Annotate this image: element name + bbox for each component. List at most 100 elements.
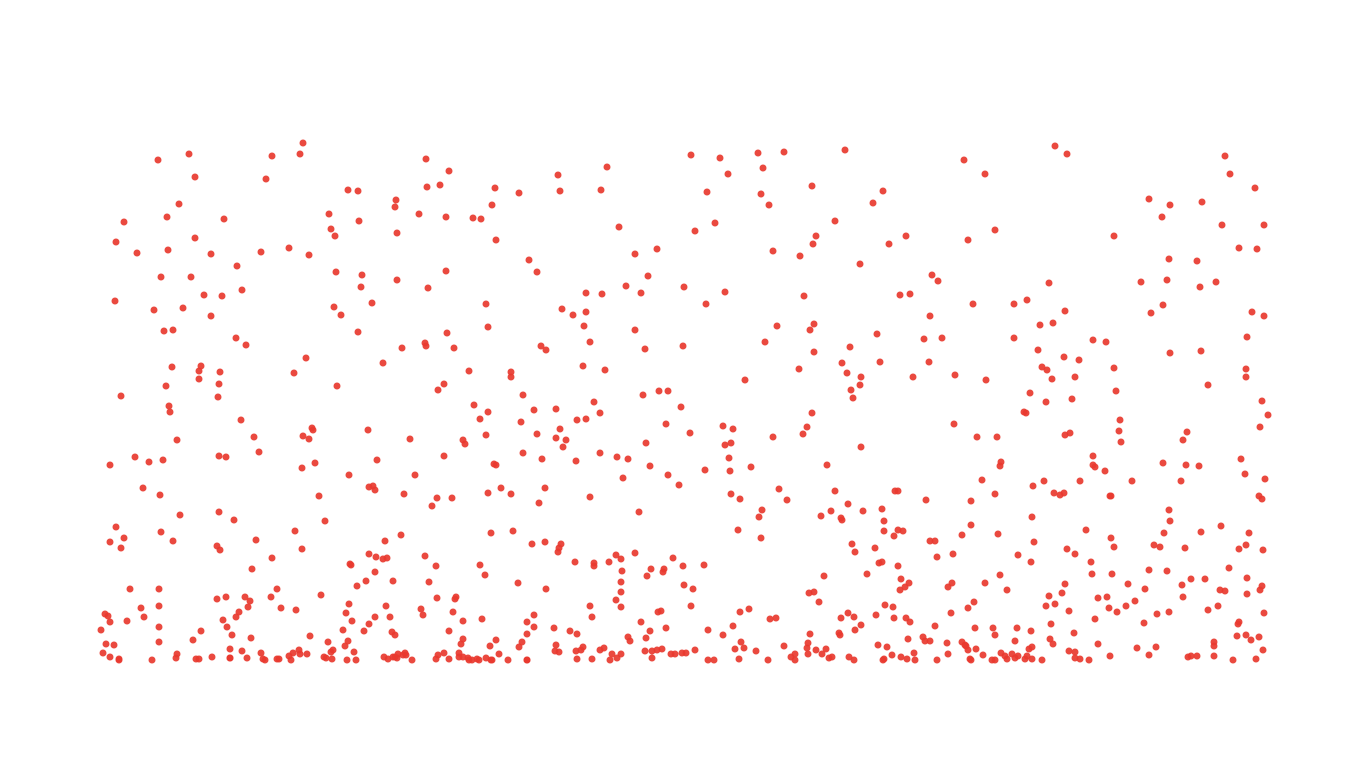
scatter-point: [398, 531, 405, 538]
scatter-point: [598, 291, 605, 298]
scatter-point: [470, 214, 477, 221]
scatter-point: [1182, 461, 1189, 468]
scatter-point: [1197, 529, 1204, 536]
scatter-point: [1167, 517, 1174, 524]
scatter-point: [1238, 455, 1245, 462]
scatter-point: [688, 152, 695, 159]
scatter-point: [720, 632, 727, 639]
scatter-point: [1165, 609, 1172, 616]
scatter-point: [1157, 543, 1164, 550]
scatter-point: [408, 656, 415, 663]
scatter-point: [625, 456, 632, 463]
scatter-point: [1029, 514, 1036, 521]
scatter-point: [1137, 278, 1144, 285]
scatter-point: [391, 631, 398, 638]
scatter-point: [1128, 477, 1135, 484]
scatter-point: [491, 184, 498, 191]
scatter-point: [1101, 467, 1108, 474]
scatter-point: [1262, 476, 1269, 483]
scatter-point: [1027, 389, 1034, 396]
scatter-point: [689, 585, 696, 592]
scatter-point: [411, 472, 418, 479]
scatter-point: [482, 301, 489, 308]
scatter-point: [617, 555, 624, 562]
scatter-point: [381, 538, 388, 545]
scatter-point: [919, 634, 926, 641]
scatter-point: [636, 508, 643, 515]
scatter-point: [303, 354, 310, 361]
scatter-point: [238, 416, 245, 423]
scatter-point: [720, 422, 727, 429]
scatter-point: [721, 289, 728, 296]
scatter-point: [856, 261, 863, 268]
scatter-point: [623, 283, 630, 290]
scatter-point: [1010, 301, 1017, 308]
scatter-point: [1092, 615, 1099, 622]
scatter-point: [944, 640, 951, 647]
scatter-point: [215, 452, 222, 459]
scatter-point: [580, 323, 587, 330]
scatter-point: [161, 328, 168, 335]
scatter-point: [1260, 647, 1267, 654]
scatter-point: [150, 306, 157, 313]
scatter-point: [895, 488, 902, 495]
scatter-point: [766, 202, 773, 209]
scatter-point: [103, 640, 110, 647]
scatter-point: [716, 154, 723, 161]
scatter-point: [421, 552, 428, 559]
scatter-point: [1187, 576, 1194, 583]
scatter-point: [188, 273, 195, 280]
scatter-point: [583, 290, 590, 297]
scatter-point: [736, 656, 743, 663]
scatter-point: [1064, 151, 1071, 158]
scatter-point: [190, 636, 197, 643]
scatter-point: [392, 196, 399, 203]
scatter-point: [1012, 637, 1019, 644]
scatter-point: [346, 601, 353, 608]
scatter-point: [380, 555, 387, 562]
scatter-point: [746, 606, 753, 613]
scatter-point: [233, 334, 240, 341]
scatter-point: [155, 638, 162, 645]
scatter-point: [446, 627, 453, 634]
scatter-point: [1260, 313, 1267, 320]
scatter-point: [1256, 424, 1263, 431]
scatter-point: [920, 335, 927, 342]
scatter-point: [632, 251, 639, 258]
scatter-point: [1113, 387, 1120, 394]
scatter-point: [1063, 546, 1070, 553]
scatter-point: [1194, 653, 1201, 660]
scatter-point: [970, 599, 977, 606]
scatter-point: [216, 508, 223, 515]
scatter-point: [524, 631, 531, 638]
scatter-point: [483, 432, 490, 439]
scatter-point: [534, 430, 541, 437]
scatter-point: [1075, 356, 1082, 363]
scatter-point: [1038, 363, 1045, 370]
scatter-point: [880, 517, 887, 524]
scatter-point: [390, 577, 397, 584]
scatter-point: [618, 603, 625, 610]
scatter-point: [844, 501, 851, 508]
scatter-point: [949, 579, 956, 586]
scatter-point: [273, 585, 280, 592]
scatter-point: [569, 311, 576, 318]
scatter-point: [107, 653, 114, 660]
scatter-point: [1255, 633, 1262, 640]
scatter-point: [619, 568, 626, 575]
scatter-point: [1197, 347, 1204, 354]
scatter-point: [170, 327, 177, 334]
scatter-point: [415, 211, 422, 218]
scatter-point: [931, 623, 938, 630]
scatter-point: [220, 215, 227, 222]
scatter-point: [662, 625, 669, 632]
scatter-point: [1095, 594, 1102, 601]
scatter-point: [137, 605, 144, 612]
scatter-point: [1218, 222, 1225, 229]
scatter-point: [117, 544, 124, 551]
scatter-point: [505, 656, 512, 663]
scatter-point: [466, 367, 473, 374]
scatter-point: [903, 614, 910, 621]
scatter-point: [1071, 629, 1078, 636]
scatter-point: [223, 454, 230, 461]
